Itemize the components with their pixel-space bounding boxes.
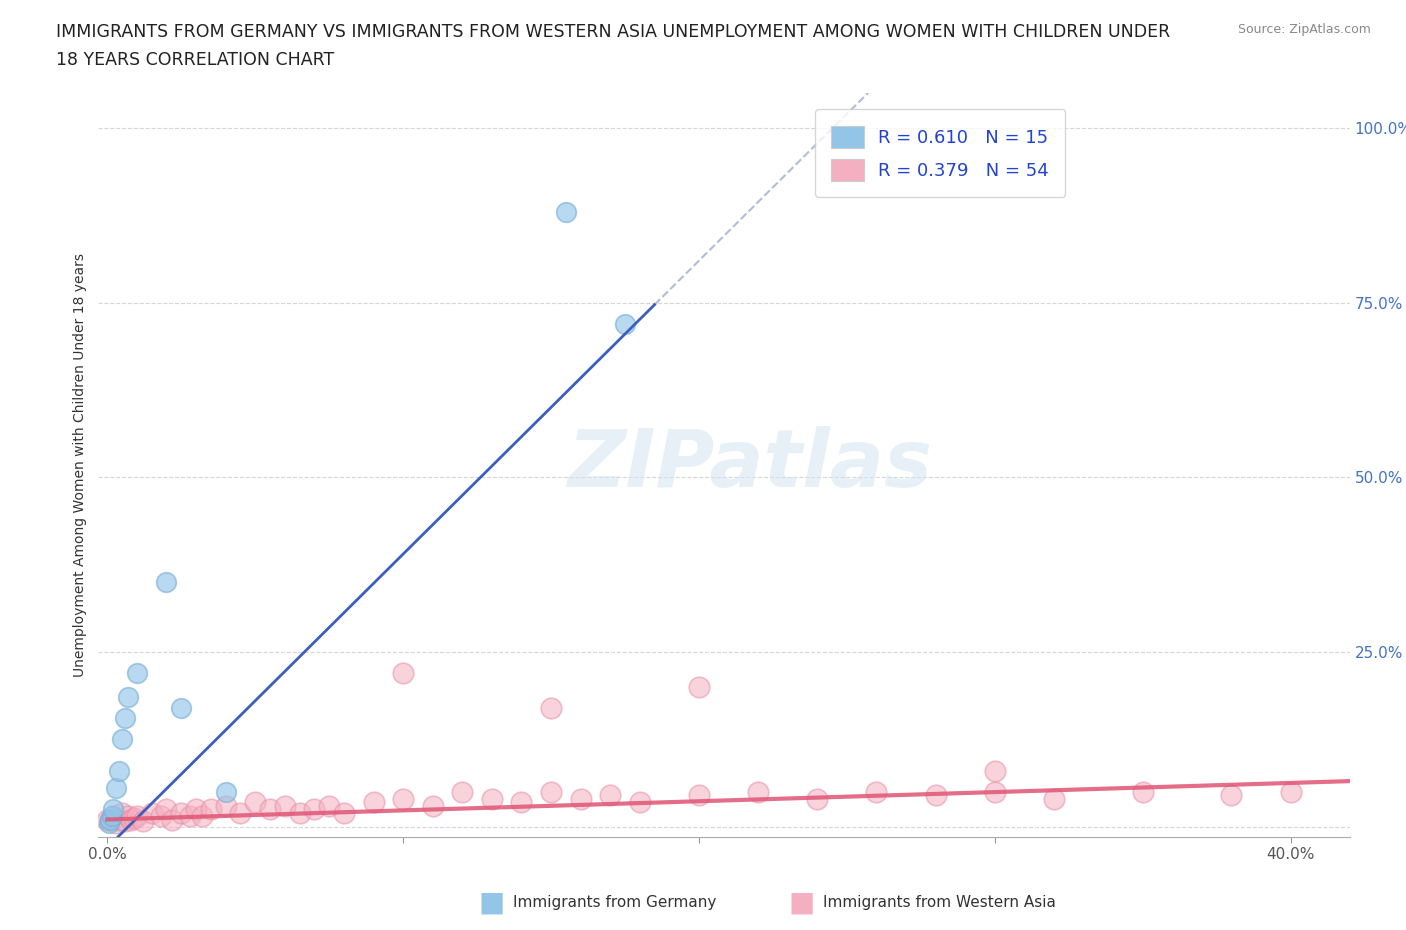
Point — [108, 764, 131, 778]
Point — [98, 812, 121, 827]
Point — [1132, 784, 1154, 799]
Point — [245, 794, 267, 809]
Point — [614, 316, 637, 331]
Point — [304, 802, 326, 817]
Point — [155, 575, 177, 590]
Text: Immigrants from Western Asia: Immigrants from Western Asia — [823, 895, 1056, 910]
Point — [200, 802, 222, 817]
Point — [392, 791, 415, 806]
Point — [125, 665, 148, 680]
Point — [259, 802, 281, 817]
Point — [806, 791, 828, 806]
Point — [392, 665, 415, 680]
Point — [96, 812, 118, 827]
Text: IMMIGRANTS FROM GERMANY VS IMMIGRANTS FROM WESTERN ASIA UNEMPLOYMENT AMONG WOMEN: IMMIGRANTS FROM GERMANY VS IMMIGRANTS FR… — [56, 23, 1170, 41]
Point — [628, 794, 651, 809]
Point — [170, 805, 193, 820]
Text: 18 YEARS CORRELATION CHART: 18 YEARS CORRELATION CHART — [56, 51, 335, 69]
Point — [569, 791, 592, 806]
Y-axis label: Unemployment Among Women with Children Under 18 years: Unemployment Among Women with Children U… — [73, 253, 87, 677]
Point — [117, 690, 139, 705]
Point — [865, 784, 887, 799]
Text: Source: ZipAtlas.com: Source: ZipAtlas.com — [1237, 23, 1371, 36]
Point — [98, 812, 121, 827]
Point — [105, 780, 128, 795]
Point — [747, 784, 769, 799]
Point — [170, 700, 193, 715]
Point — [688, 788, 710, 803]
Point — [122, 811, 145, 826]
Point — [191, 808, 214, 823]
Point — [688, 679, 710, 694]
Point — [274, 798, 297, 813]
Point — [451, 784, 474, 799]
Point — [103, 802, 125, 817]
Point — [214, 798, 236, 813]
Point — [1279, 784, 1302, 799]
Point — [111, 732, 134, 747]
Point — [117, 808, 139, 823]
Point — [924, 788, 946, 803]
Point — [540, 700, 562, 715]
Point — [333, 805, 356, 820]
Point — [141, 805, 163, 820]
Point — [97, 816, 120, 830]
Point — [132, 814, 155, 829]
Point — [288, 805, 311, 820]
Point — [1220, 788, 1243, 803]
Point — [162, 812, 184, 827]
Point — [108, 812, 131, 827]
Point — [103, 808, 125, 823]
Point — [114, 814, 136, 829]
Legend: R = 0.610   N = 15, R = 0.379   N = 54: R = 0.610 N = 15, R = 0.379 N = 54 — [815, 110, 1066, 197]
Point — [155, 802, 177, 817]
Point — [214, 784, 236, 799]
Point — [184, 802, 207, 817]
Point — [984, 784, 1007, 799]
Point — [422, 798, 444, 813]
Point — [318, 798, 340, 813]
Point — [125, 808, 148, 823]
Point — [599, 788, 621, 803]
Point — [1043, 791, 1066, 806]
Point — [179, 808, 201, 823]
Point — [481, 791, 503, 806]
Point — [105, 816, 128, 830]
Text: ZIPatlas: ZIPatlas — [567, 426, 932, 504]
Point — [984, 764, 1007, 778]
Text: ■: ■ — [789, 888, 814, 916]
Point — [114, 711, 136, 725]
Text: Immigrants from Germany: Immigrants from Germany — [513, 895, 717, 910]
Point — [363, 794, 385, 809]
Point — [100, 808, 122, 823]
Point — [111, 805, 134, 820]
Point — [120, 812, 142, 827]
Text: ■: ■ — [479, 888, 505, 916]
Point — [540, 784, 562, 799]
Point — [554, 205, 576, 219]
Point — [229, 805, 252, 820]
Point — [510, 794, 533, 809]
Point — [149, 808, 172, 823]
